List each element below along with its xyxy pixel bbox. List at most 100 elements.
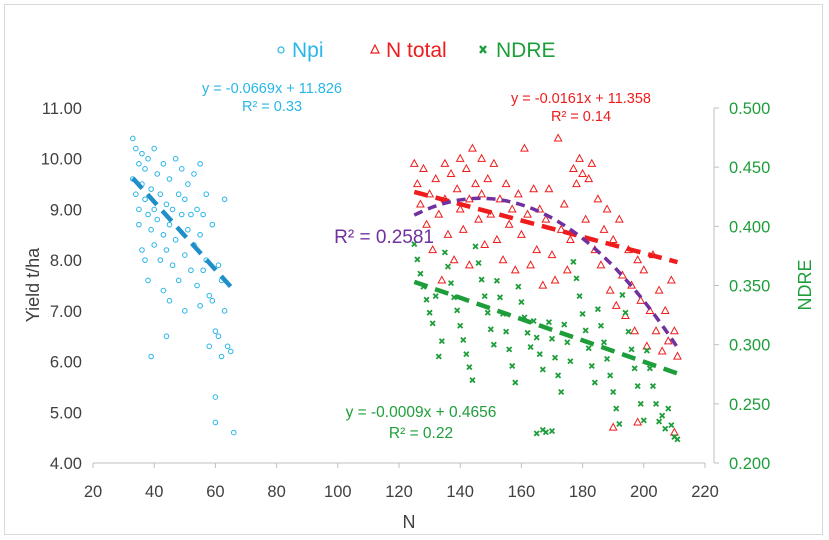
npi-point — [221, 308, 228, 314]
ntotal-point — [657, 346, 667, 355]
legend-marker-ndre — [479, 45, 487, 54]
ntotal-point — [544, 184, 554, 193]
ntotal-point — [471, 179, 480, 188]
x-tick-label: 80 — [267, 483, 285, 501]
npi-point — [163, 247, 170, 253]
y2-axis-label: NDRE — [795, 259, 815, 310]
ntotal-point — [428, 244, 438, 254]
ndre-point — [659, 412, 666, 419]
ntotal-point — [477, 153, 487, 162]
ntotal-point — [654, 285, 664, 294]
ndre-point — [573, 275, 580, 282]
ntotal-point — [480, 239, 490, 249]
y-axis-label: Yield t/ha — [23, 247, 43, 322]
ntotal-point — [516, 229, 526, 238]
ntotal-point — [669, 427, 679, 436]
ndre-point — [515, 283, 522, 290]
ntotal-point — [513, 189, 523, 198]
ndre-point — [548, 428, 556, 435]
npi-point — [154, 216, 161, 223]
npi-point — [194, 282, 200, 289]
ntotal-point — [535, 204, 545, 213]
npi-point — [145, 155, 151, 162]
ntotal-point — [492, 234, 502, 243]
x-axis-label: N — [403, 512, 416, 532]
npi-point — [169, 262, 176, 269]
ntotal-point — [669, 326, 679, 335]
npi-point — [215, 262, 222, 269]
npi-point — [163, 333, 170, 340]
npi-point — [200, 211, 206, 218]
x-tick-label: 20 — [84, 483, 102, 501]
npi-point — [206, 343, 213, 350]
ntotal-point — [541, 214, 551, 223]
ntotal-point — [437, 275, 447, 284]
ntotal-point — [510, 265, 520, 274]
ndre-point — [588, 362, 595, 370]
npi-point — [129, 135, 136, 142]
ntotal-point — [639, 265, 649, 274]
ndre-point — [484, 309, 491, 316]
ntotal-point — [422, 219, 431, 228]
ndre-point — [518, 299, 525, 306]
ndre-point — [545, 319, 552, 326]
npi-point — [188, 211, 194, 218]
npi-point — [215, 333, 222, 340]
ndre-point — [444, 263, 451, 270]
ndre-point — [447, 280, 455, 287]
npi-point — [203, 191, 210, 198]
ntotal-point — [504, 219, 514, 228]
ndre-point — [594, 306, 601, 313]
ntotal-point — [474, 214, 484, 223]
ntotal-point — [523, 209, 532, 218]
ntotal-point — [636, 295, 646, 304]
ndre-point — [429, 320, 436, 327]
ndre-point — [490, 341, 497, 348]
ndre-point — [533, 430, 540, 437]
ntotal-point — [464, 260, 474, 269]
npi-point — [139, 150, 145, 157]
ntotal-point — [440, 158, 450, 167]
npi-point — [224, 343, 231, 350]
npi-point — [185, 181, 191, 187]
npi-point — [194, 206, 200, 213]
npi-point — [166, 221, 173, 228]
ntotal-trendline — [413, 189, 679, 265]
ntotal-point — [611, 300, 621, 309]
ntotal-point — [455, 204, 465, 213]
ndre-point — [585, 345, 592, 352]
ndre-point — [591, 379, 598, 386]
npi-point — [172, 237, 179, 243]
npi-point — [185, 226, 191, 233]
ndre-point — [451, 294, 458, 301]
ntotal-point — [529, 184, 539, 193]
ndre-point — [597, 322, 604, 329]
npi-point — [142, 257, 148, 263]
ndre-point — [564, 339, 571, 346]
ntotal-point — [520, 143, 529, 152]
x-tick-label: 220 — [691, 483, 719, 501]
npi-point — [182, 308, 188, 314]
y-tick-label: 9.00 — [50, 201, 82, 219]
ndre-point — [472, 243, 479, 250]
ndre-point — [628, 346, 635, 353]
ndre-point — [496, 294, 504, 301]
npi-point — [157, 191, 164, 198]
ndre-point — [423, 296, 430, 303]
ntotal-point — [608, 422, 618, 431]
legend-label-ndre: NDRE — [496, 39, 556, 62]
ndre-point — [460, 336, 467, 343]
ndre-point — [414, 256, 421, 263]
npi-point — [200, 267, 206, 274]
x-tick-label: 180 — [569, 483, 597, 501]
npi-point — [145, 277, 151, 284]
ndre-point — [643, 347, 650, 354]
ndre-point — [610, 388, 617, 396]
npi-point — [197, 231, 203, 238]
ndre-point — [567, 358, 574, 365]
ndre-point — [512, 379, 519, 386]
legend-label-npi: Npi — [292, 39, 324, 62]
ndre-point — [656, 418, 663, 425]
npi-point — [212, 394, 219, 400]
